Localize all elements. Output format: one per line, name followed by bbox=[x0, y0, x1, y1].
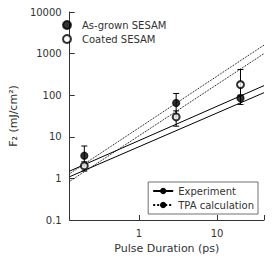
svg-text:Pulse Duration (ps): Pulse Duration (ps) bbox=[114, 242, 219, 255]
svg-text:10000: 10000 bbox=[30, 7, 62, 18]
svg-text:Coated SESAM: Coated SESAM bbox=[82, 34, 156, 45]
svg-text:TPA calculation: TPA calculation bbox=[177, 200, 254, 211]
svg-text:0.1: 0.1 bbox=[46, 215, 62, 226]
svg-text:1: 1 bbox=[136, 228, 142, 239]
svg-text:10: 10 bbox=[211, 228, 224, 239]
svg-text:1: 1 bbox=[55, 173, 61, 184]
svg-text:Experiment: Experiment bbox=[178, 186, 236, 197]
svg-text:F₂ (mJ/cm²): F₂ (mJ/cm²) bbox=[7, 85, 20, 147]
svg-text:10: 10 bbox=[49, 131, 62, 142]
svg-text:100: 100 bbox=[43, 90, 62, 101]
svg-text:As-grown SESAM: As-grown SESAM bbox=[82, 20, 166, 31]
svg-text:1000: 1000 bbox=[36, 48, 61, 59]
